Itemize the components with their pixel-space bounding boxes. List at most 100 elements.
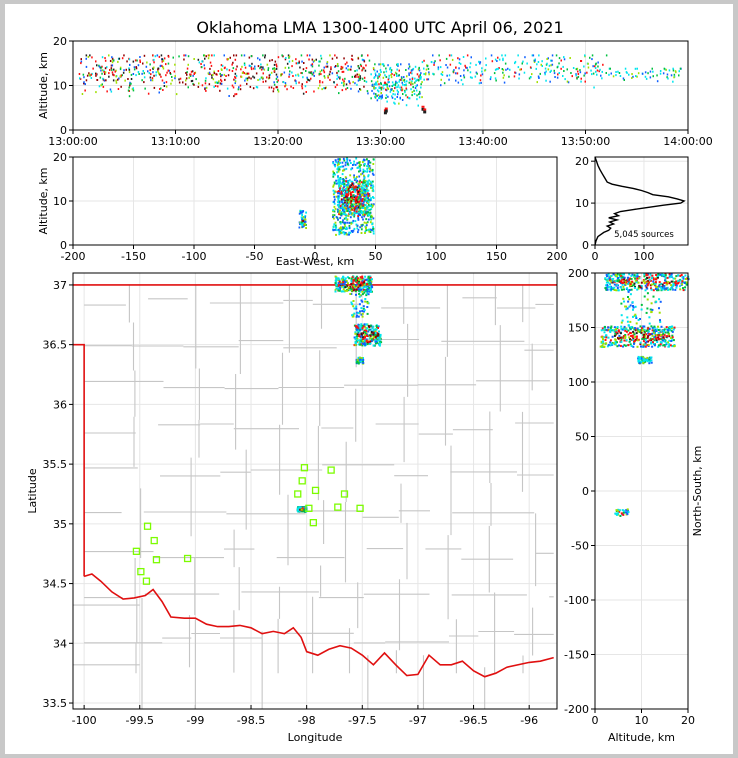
altitude-northsouth-source (627, 324, 630, 327)
plan-view-source (366, 334, 368, 337)
time-altitude-source (421, 61, 424, 64)
altitude-northsouth-source (648, 278, 651, 281)
eastwest-altitude-source (371, 170, 374, 173)
eastwest-altitude-source (342, 186, 345, 189)
time-altitude-source (583, 65, 585, 68)
time-altitude-source (246, 79, 249, 82)
eastwest-altitude-source (367, 174, 370, 177)
time-altitude-source (666, 76, 668, 79)
altitude-northsouth-source (664, 287, 667, 290)
altitude-northsouth-source (642, 280, 645, 283)
time-altitude-source (340, 65, 343, 68)
time-altitude-source (166, 71, 168, 74)
time-altitude-source (158, 55, 161, 58)
eastwest-altitude-source (338, 167, 340, 170)
time-altitude-source (117, 88, 120, 90)
time-altitude-source (528, 77, 531, 80)
eastwest-altitude-source (337, 210, 340, 213)
time-altitude-source (381, 63, 384, 66)
altitude-northsouth-source (662, 332, 665, 335)
time-altitude-source (587, 66, 590, 69)
time-altitude-source (359, 79, 361, 81)
altitude-northsouth-source (627, 289, 630, 292)
eastwest-altitude-source (353, 196, 356, 199)
eastwest-altitude-source (370, 184, 372, 187)
time-altitude-source (414, 77, 416, 80)
time-altitude-source (300, 54, 303, 57)
eastwest-altitude-source (359, 207, 362, 210)
altitude-northsouth-source (614, 342, 617, 345)
lma-station (309, 519, 317, 527)
altitude-northsouth-source (609, 341, 612, 344)
time-altitude-source (104, 59, 107, 62)
eastwest-altitude-source (341, 192, 344, 195)
time-altitude-source (122, 71, 125, 74)
eastwest-altitude-source (349, 212, 351, 215)
altitude-northsouth-source (656, 328, 659, 331)
time-altitude-source (183, 54, 185, 57)
time-altitude-source (207, 54, 210, 57)
time-altitude-source (215, 73, 217, 76)
time-altitude-source (374, 83, 377, 86)
time-altitude-source (101, 83, 103, 86)
lma-station (142, 577, 151, 585)
time-altitude-source (591, 58, 593, 61)
time-altitude-source (178, 81, 181, 84)
plan-view-source (356, 284, 359, 287)
altitude-northsouth-y-tick-label: 0 (582, 485, 589, 498)
time-altitude-source (463, 74, 465, 77)
eastwest-altitude-source (358, 204, 360, 207)
eastwest-altitude-source (335, 195, 338, 198)
time-altitude-source (391, 96, 394, 99)
time-altitude-source (396, 63, 398, 66)
time-altitude-source (370, 73, 372, 76)
eastwest-altitude-source (364, 207, 366, 209)
eastwest-altitude-source (343, 195, 346, 198)
time-altitude-source (179, 77, 182, 80)
plan-view-source (370, 331, 373, 333)
time-altitude-source (374, 72, 377, 75)
time-altitude-source (530, 76, 532, 79)
time-altitude-source (406, 96, 409, 99)
time-altitude-source (219, 72, 221, 75)
plan-view-source (364, 329, 367, 332)
altitude-northsouth-source (664, 331, 667, 334)
time-altitude-source (285, 57, 287, 59)
altitude-northsouth-source (605, 281, 608, 284)
altitude-northsouth-source (624, 305, 627, 308)
altitude-northsouth-source (613, 289, 616, 291)
time-altitude-source (546, 58, 548, 60)
plan-view-source (334, 282, 337, 285)
time-altitude-source (586, 71, 588, 74)
plan-view-source (341, 278, 344, 281)
time-altitude-source (433, 63, 435, 66)
plan-view-source (363, 331, 366, 333)
eastwest-altitude-source (367, 203, 370, 206)
altitude-northsouth-source (605, 329, 608, 331)
time-altitude-source (363, 67, 365, 70)
time-altitude-source (417, 68, 420, 71)
time-altitude-source (363, 60, 366, 63)
plan-view-x-tick-label: -98 (298, 714, 316, 727)
time-altitude-source (466, 54, 469, 57)
time-altitude-source (308, 71, 310, 74)
time-altitude-source (203, 64, 205, 67)
time-altitude-source (359, 63, 362, 66)
altitude-northsouth-source (605, 286, 608, 289)
eastwest-altitude-source (337, 166, 340, 169)
time-altitude-source (133, 66, 136, 69)
eastwest-altitude-x-tick-label: 0 (312, 250, 319, 263)
eastwest-altitude-source (300, 221, 303, 224)
time-altitude-source (440, 78, 442, 81)
lma-station (150, 536, 158, 545)
time-altitude-source (288, 75, 290, 78)
time-altitude-source (95, 72, 97, 75)
eastwest-altitude-source (365, 211, 367, 214)
altitude-northsouth-source (674, 277, 677, 280)
time-altitude-source (142, 62, 144, 65)
time-altitude-source (644, 75, 647, 78)
altitude-northsouth-source (677, 282, 680, 285)
time-altitude-source (375, 95, 377, 97)
time-altitude-source (408, 63, 410, 66)
time-altitude-source (514, 71, 516, 74)
